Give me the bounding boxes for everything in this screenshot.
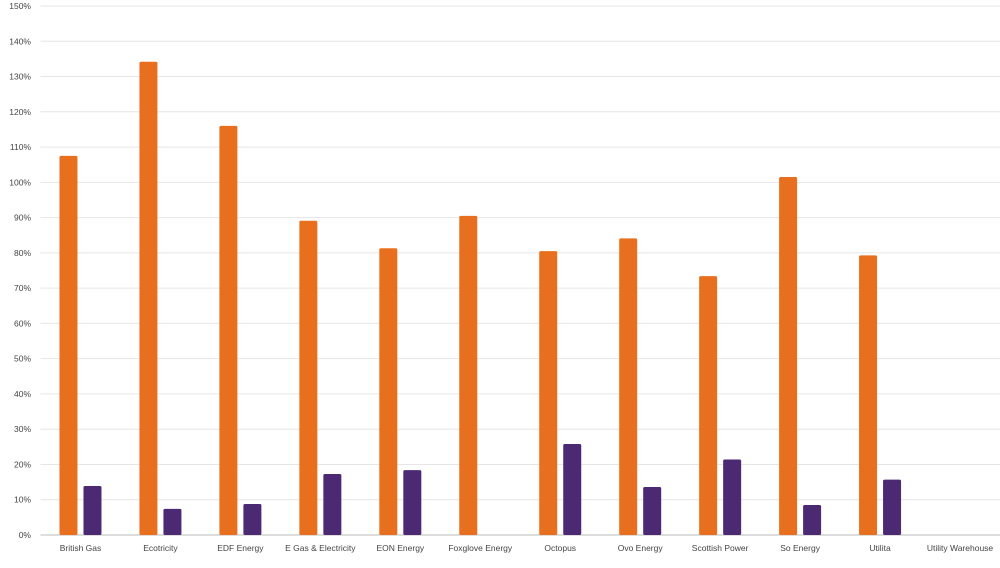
- bar-series1: [779, 177, 797, 535]
- bar-series1: [619, 238, 637, 535]
- x-tick-label: Ovo Energy: [618, 543, 664, 553]
- y-tick-label: 90%: [14, 213, 31, 223]
- y-axis-tick-labels: 0% 10% 20% 30% 40% 50% 60% 70% 80% 90% 100% 110% 120…: [9, 1, 31, 540]
- y-tick-label: 140%: [9, 36, 31, 46]
- x-axis-tick-labels: British Gas Ecotricity EDF Energy E Gas & E…: [60, 543, 994, 553]
- y-tick-label: 110%: [10, 142, 32, 152]
- bar-series2: [643, 487, 661, 535]
- x-tick-label: Foxglove Energy: [448, 543, 513, 553]
- bar-series1: [859, 255, 877, 535]
- bar-series2: [83, 486, 101, 535]
- bar-series1: [459, 216, 477, 535]
- x-tick-label: Ecotricity: [143, 543, 178, 553]
- x-tick-label: E Gas & Electricity: [285, 543, 356, 553]
- bar-series1: [379, 248, 397, 535]
- y-tick-label: 120%: [9, 107, 31, 117]
- y-tick-label: 100%: [9, 177, 31, 187]
- x-tick-label: Scottish Power: [692, 543, 749, 553]
- y-tick-label: 150%: [9, 1, 31, 11]
- y-tick-label: 50%: [14, 354, 31, 364]
- y-tick-label: 10%: [14, 495, 31, 505]
- x-tick-label: British Gas: [60, 543, 102, 553]
- x-tick-label: EDF Energy: [217, 543, 264, 553]
- bar-series2: [723, 460, 741, 535]
- bar-series1: [699, 276, 717, 535]
- y-tick-label: 0%: [19, 530, 32, 540]
- bar-series1: [219, 126, 237, 535]
- gridlines: [41, 6, 1000, 535]
- bar-series2: [403, 470, 421, 535]
- y-tick-label: 60%: [14, 318, 31, 328]
- x-tick-label: EON Energy: [376, 543, 424, 553]
- bar-series2: [323, 474, 341, 535]
- bar-series2: [243, 504, 261, 535]
- bar-series2: [163, 509, 181, 535]
- y-tick-label: 20%: [14, 459, 31, 469]
- bar-series2: [563, 444, 581, 535]
- bar-series2: [803, 505, 821, 535]
- x-tick-label: So Energy: [780, 543, 820, 553]
- y-tick-label: 30%: [14, 424, 31, 434]
- y-tick-label: 80%: [14, 248, 31, 258]
- x-tick-label: Octopus: [544, 543, 576, 553]
- bar-series1: [299, 221, 317, 535]
- x-tick-label: Utility Warehouse: [927, 543, 994, 553]
- y-tick-label: 40%: [14, 389, 31, 399]
- y-tick-label: 70%: [14, 283, 31, 293]
- bar-series2: [883, 480, 901, 535]
- bar-series1: [539, 251, 557, 535]
- bar-series1: [139, 62, 157, 535]
- bar-series1: [59, 156, 77, 535]
- x-tick-label: Utilita: [869, 543, 891, 553]
- y-tick-label: 130%: [9, 72, 31, 82]
